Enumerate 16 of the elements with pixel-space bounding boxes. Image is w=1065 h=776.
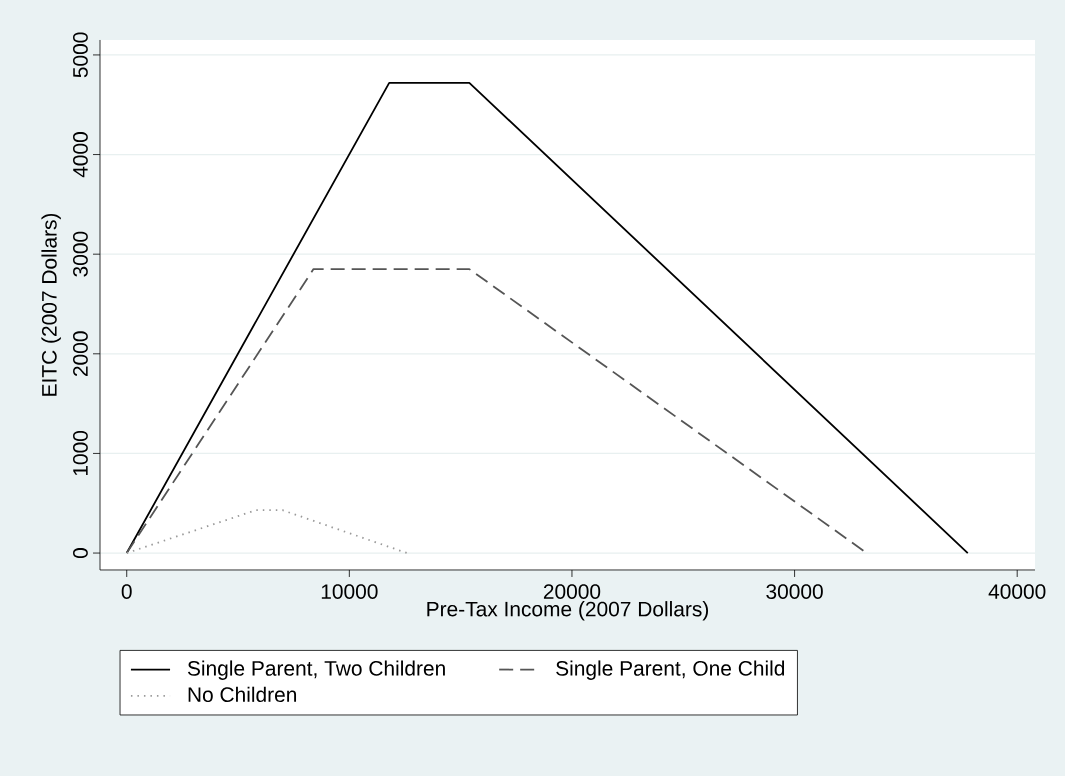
legend-label: No Children (188, 686, 297, 703)
x-tick-label: 10000 (321, 584, 378, 599)
x-tick-label: 30000 (766, 584, 823, 599)
y-tick-label: 5000 (73, 32, 88, 78)
legend-label: Single Parent, One Child (556, 660, 785, 680)
y-axis-title: EITC (2007 Dollars) (41, 213, 61, 396)
x-tick-label: 20000 (543, 584, 601, 599)
legend-label: Single Parent, Two Children (187, 660, 445, 680)
y-tick-label: 1000 (73, 430, 88, 476)
x-axis-title: Pre-Tax Income (2007 Dollars) (427, 601, 709, 621)
x-tick-label: 0 (121, 584, 132, 599)
y-tick-label: 4000 (73, 132, 88, 178)
y-tick-label: 2000 (73, 331, 88, 377)
y-tick-label: 0 (73, 548, 88, 559)
y-tick-label: 3000 (73, 231, 88, 277)
x-tick-label: 40000 (988, 584, 1046, 599)
